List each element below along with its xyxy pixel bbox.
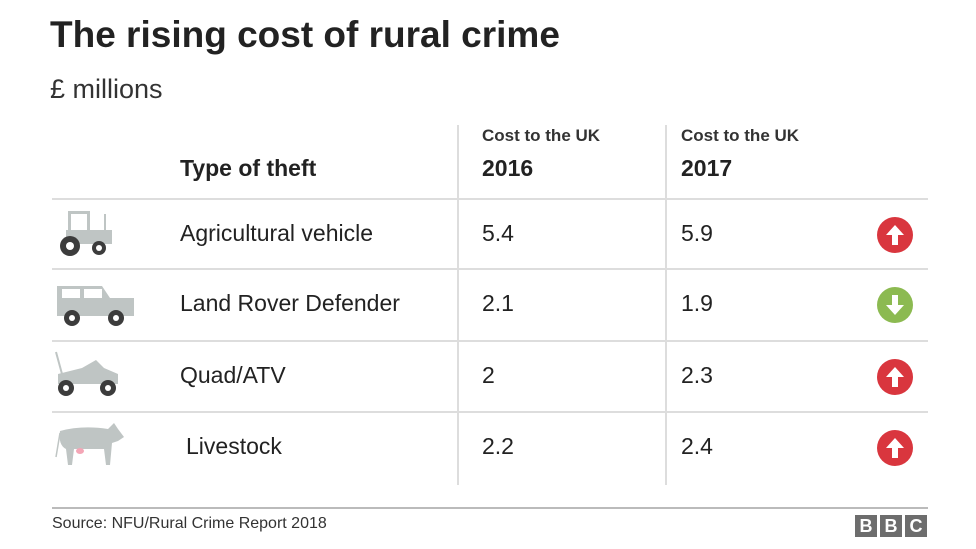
tractor-icon <box>52 208 122 263</box>
divider <box>52 411 928 413</box>
quad-bike-icon <box>52 350 122 405</box>
row-type: Livestock <box>186 433 282 459</box>
divider <box>457 125 459 485</box>
divider <box>665 125 667 485</box>
row-value-2016: 2 <box>482 362 495 388</box>
cow-icon <box>52 421 132 476</box>
header-2017: 2017 <box>681 155 733 181</box>
row-type: Land Rover Defender <box>180 290 400 316</box>
divider <box>52 198 928 200</box>
divider <box>52 340 928 342</box>
row-value-2017: 1.9 <box>681 290 713 316</box>
header-2016-top: Cost to the UK <box>482 126 601 145</box>
arrow-down-icon <box>877 287 913 323</box>
row-type: Agricultural vehicle <box>180 220 374 246</box>
arrow-up-icon <box>877 359 913 395</box>
footer-divider <box>52 507 928 509</box>
source: Source: NFU/Rural Crime Report 2018 <box>52 515 327 532</box>
title: The rising cost of rural crime <box>50 14 560 55</box>
land-rover-icon <box>52 278 142 333</box>
row-value-2017: 2.4 <box>681 433 713 459</box>
divider <box>52 268 928 270</box>
row-value-2017: 2.3 <box>681 362 713 388</box>
header-2017-top: Cost to the UK <box>681 126 800 145</box>
row-type: Quad/ATV <box>180 362 286 388</box>
row-value-2016: 2.1 <box>482 290 514 316</box>
subtitle: £ millions <box>50 74 163 104</box>
row-value-2016: 5.4 <box>482 220 514 246</box>
header-type: Type of theft <box>180 155 317 181</box>
header-2016: 2016 <box>482 155 534 181</box>
row-value-2016: 2.2 <box>482 433 514 459</box>
row-value-2017: 5.9 <box>681 220 713 246</box>
arrow-up-icon <box>877 430 913 466</box>
arrow-up-icon <box>877 217 913 253</box>
